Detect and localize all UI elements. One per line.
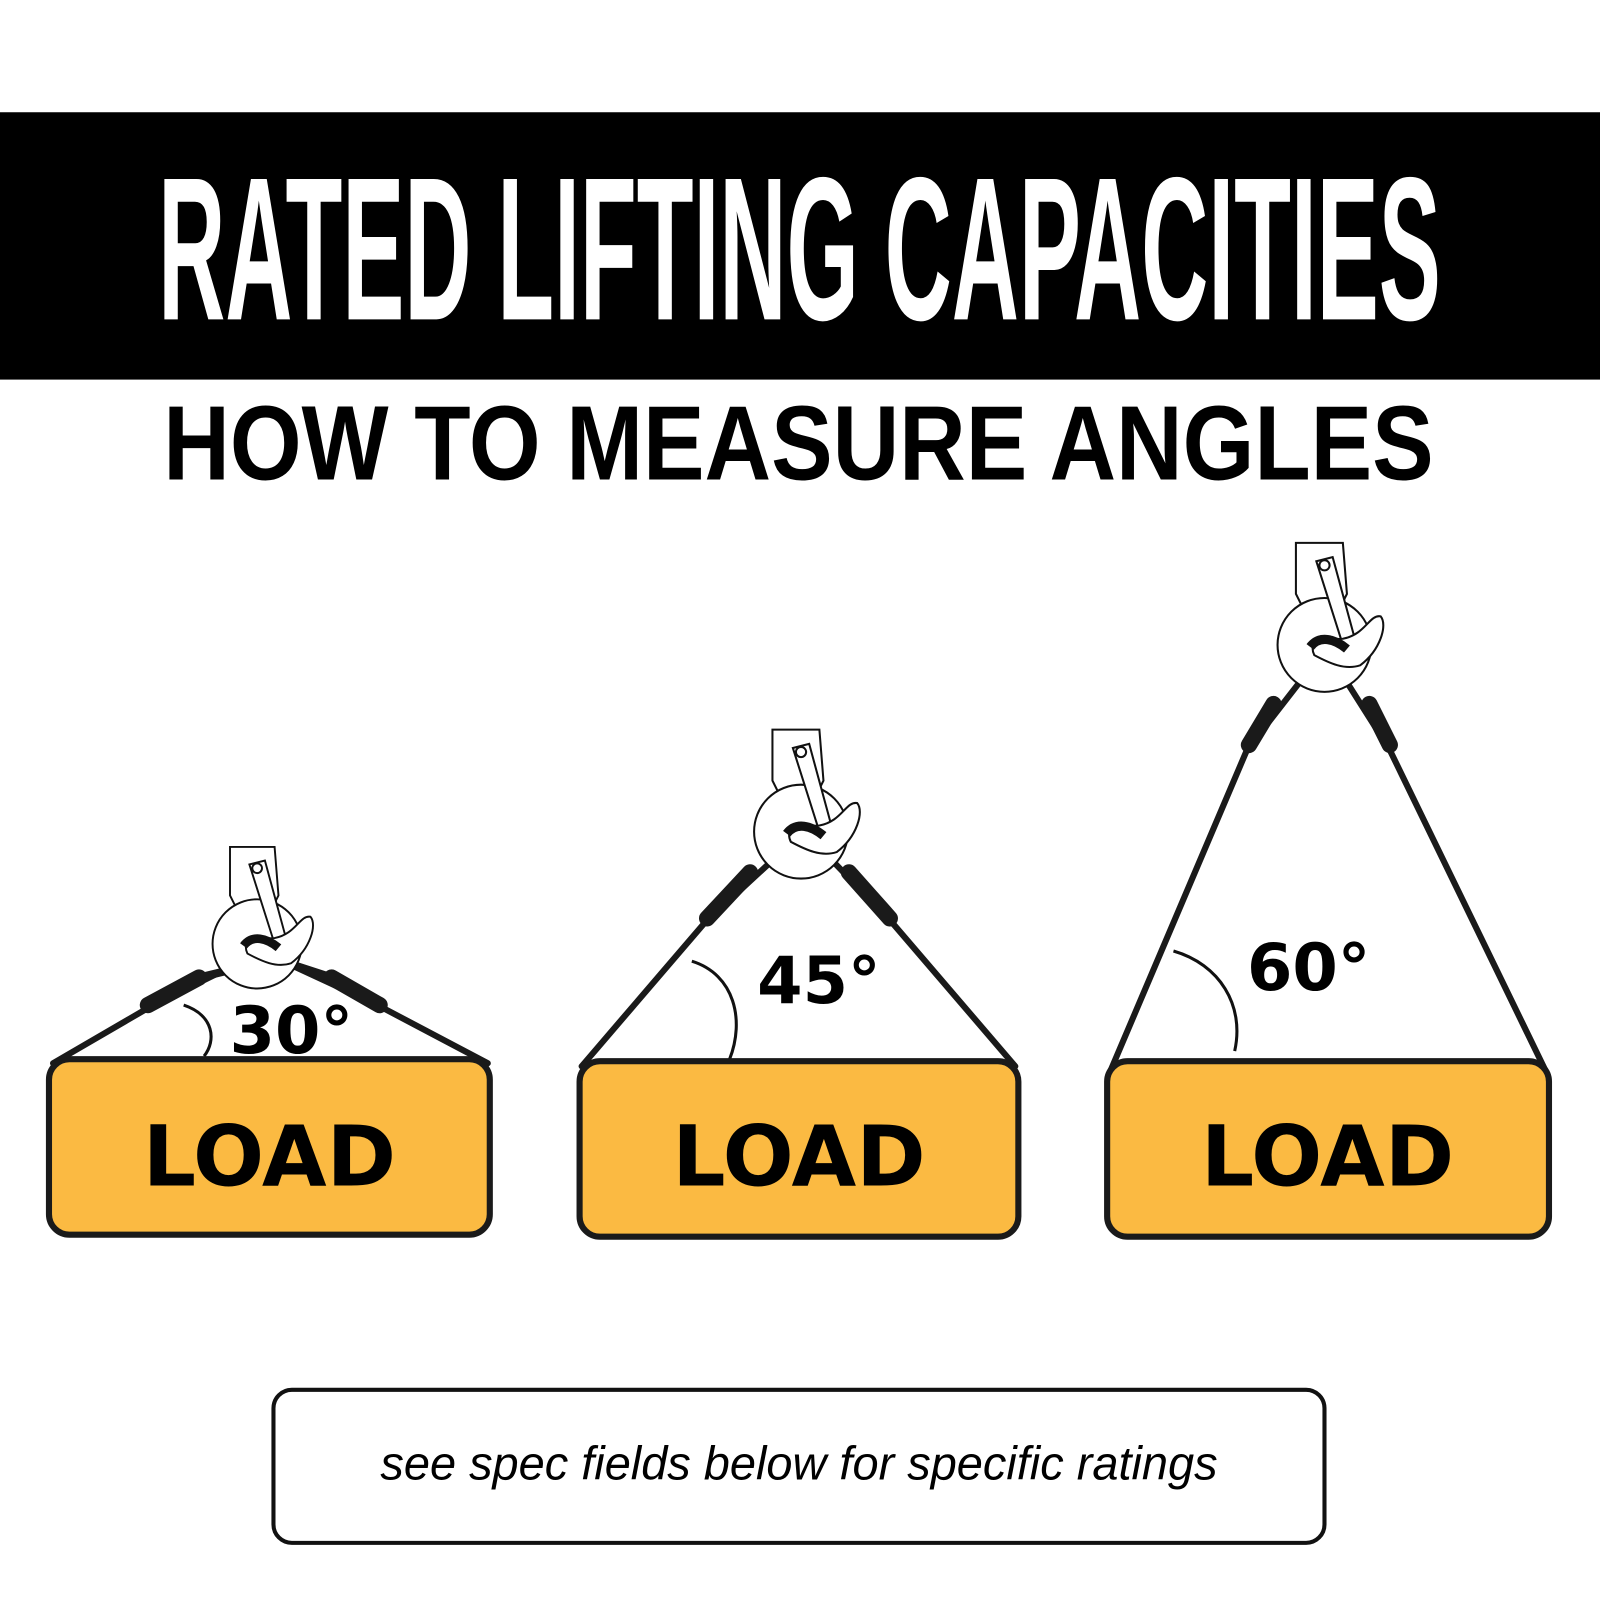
diagram-60: 60° LOAD (1104, 543, 1553, 1240)
sling (1107, 655, 1549, 1075)
load-box (1104, 1058, 1553, 1240)
page-title: RATED LIFTING CAPACITIES (158, 135, 1441, 363)
title-banner (0, 112, 1600, 380)
angle-arc-arrow-icon (691, 959, 738, 1060)
crane-hook-icon (1278, 543, 1384, 692)
load-label: LOAD (672, 1108, 925, 1206)
diagram-45: 45° LOAD (576, 730, 1022, 1240)
angle-arc-arrow-icon (1173, 949, 1239, 1052)
load-box (45, 1056, 493, 1238)
load-box (576, 1058, 1022, 1240)
load-label: LOAD (143, 1108, 396, 1206)
sling (578, 835, 1019, 1070)
angle-arc-arrow-icon (183, 1003, 213, 1058)
angle-label: 45° (757, 943, 881, 1019)
angle-label: 60° (1247, 930, 1371, 1006)
page-subtitle: HOW TO MEASURE ANGLES (163, 385, 1433, 503)
footer-note-box (271, 1387, 1327, 1545)
diagram-30: 30° LOAD (45, 847, 493, 1238)
crane-hook-icon (754, 730, 860, 879)
load-label: LOAD (1201, 1108, 1454, 1206)
footer-note: see spec fields below for specific ratin… (380, 1438, 1217, 1490)
